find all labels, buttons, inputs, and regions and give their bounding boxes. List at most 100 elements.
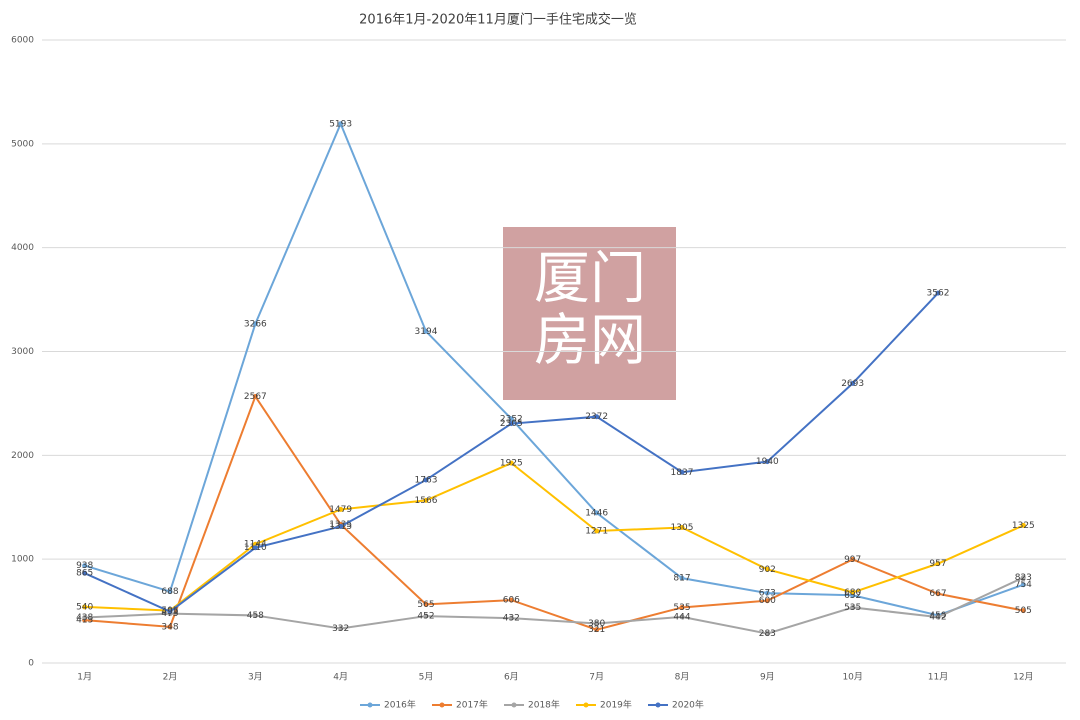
point: [423, 328, 429, 334]
value-label: 688: [161, 587, 178, 597]
value-label: 902: [759, 565, 776, 575]
value-label: 1315: [329, 522, 352, 532]
value-label: 3562: [927, 289, 950, 299]
point: [338, 523, 344, 529]
point: [252, 541, 258, 547]
value-label: 495: [161, 607, 178, 617]
value-label: 283: [759, 629, 776, 639]
point: [423, 601, 429, 607]
point: [508, 416, 514, 422]
point: [679, 604, 685, 610]
series-line: [84, 461, 1024, 612]
value-label: 442: [929, 613, 946, 623]
value-label: 505: [1015, 606, 1032, 616]
value-label: 957: [929, 559, 946, 569]
value-label: 667: [929, 589, 946, 599]
point: [935, 290, 941, 296]
point: [935, 614, 941, 620]
point: [679, 575, 685, 581]
point: [1020, 522, 1026, 528]
value-label: 1271: [585, 527, 608, 537]
value-label: 3194: [415, 327, 438, 337]
value-label: 413: [76, 616, 93, 626]
series-line: [84, 394, 1024, 631]
point: [764, 590, 770, 596]
legend-swatch: [583, 702, 589, 708]
value-label: 1940: [756, 457, 779, 467]
point: [423, 497, 429, 503]
point: [935, 561, 941, 567]
point: [850, 604, 856, 610]
series-line: [84, 576, 1024, 635]
legend-swatch: [511, 702, 517, 708]
legend-label: 2020年: [672, 699, 704, 711]
value-label: 438: [76, 613, 93, 623]
point: [594, 414, 600, 420]
point: [935, 591, 941, 597]
value-label: 348: [161, 622, 178, 632]
value-label: 1837: [671, 468, 694, 478]
value-label: 444: [673, 612, 690, 622]
point: [1020, 582, 1026, 588]
value-label: 2693: [841, 379, 864, 389]
point: [594, 528, 600, 534]
x-tick-label: 10月: [842, 672, 862, 683]
point: [423, 613, 429, 619]
x-tick-label: 8月: [675, 672, 690, 683]
legend-label: 2017年: [456, 699, 488, 711]
value-label: 865: [76, 569, 93, 579]
watermark: 厦门: [534, 247, 646, 312]
value-label: 2372: [585, 412, 608, 422]
point: [594, 621, 600, 627]
point: [167, 624, 173, 630]
value-label: 600: [759, 596, 776, 606]
point: [850, 556, 856, 562]
legend-swatch: [439, 702, 445, 708]
value-label: 938: [76, 561, 93, 571]
point: [338, 121, 344, 127]
y-tick-label: 2000: [11, 451, 34, 461]
point: [508, 460, 514, 466]
point: [508, 597, 514, 603]
point: [167, 589, 173, 595]
point: [508, 421, 514, 427]
value-label: 3266: [244, 319, 267, 329]
legend-swatch: [655, 702, 661, 708]
point: [594, 627, 600, 633]
point: [508, 615, 514, 621]
point: [167, 609, 173, 615]
x-tick-label: 1月: [77, 672, 92, 683]
value-label: 673: [759, 589, 776, 599]
point: [82, 570, 88, 576]
value-label: 332: [332, 624, 349, 634]
value-label: 1763: [415, 475, 438, 485]
x-tick-label: 5月: [419, 672, 434, 683]
point: [764, 459, 770, 465]
value-label: 565: [417, 600, 434, 610]
value-label: 1144: [244, 540, 267, 550]
point: [679, 524, 685, 530]
point: [338, 506, 344, 512]
chart-title: 2016年1月-2020年11月厦门一手住宅成交一览: [359, 12, 637, 28]
x-tick-label: 4月: [333, 672, 348, 683]
value-label: 2567: [244, 392, 267, 402]
value-label: 652: [844, 591, 861, 601]
value-label: 1325: [1012, 521, 1035, 531]
point: [679, 469, 685, 475]
point: [338, 626, 344, 632]
value-label: 535: [673, 603, 690, 613]
value-label: 475: [161, 609, 178, 619]
y-tick-label: 0: [28, 659, 34, 669]
y-tick-label: 3000: [11, 347, 34, 357]
point: [82, 563, 88, 569]
legend-label: 2019年: [600, 699, 632, 711]
value-label: 823: [1015, 573, 1032, 583]
point: [1020, 575, 1026, 581]
value-label: 754: [1015, 580, 1032, 590]
point: [252, 545, 258, 551]
value-label: 452: [417, 612, 434, 622]
y-tick-label: 6000: [11, 36, 34, 46]
point: [82, 604, 88, 610]
value-label: 997: [844, 555, 861, 565]
